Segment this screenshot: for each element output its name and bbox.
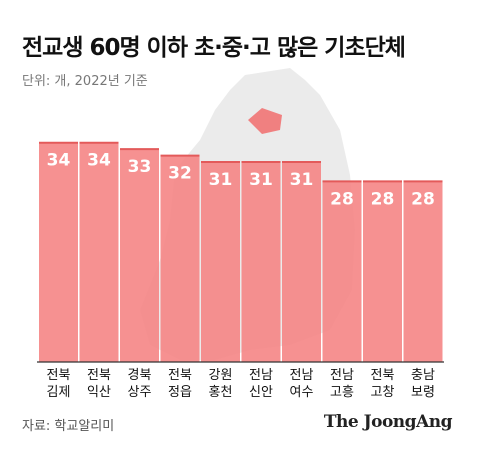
x-tick-label: 전남 신안 [249,368,273,400]
value-label: 31 [249,170,273,190]
source: 자료: 학교알리미 [22,419,115,434]
bar [403,181,443,362]
bar [39,142,78,362]
map-highlight [248,108,282,134]
value-label: 31 [290,170,314,190]
x-tick-label: 전북 익산 [87,368,111,400]
bar [282,162,321,362]
value-label: 28 [330,189,354,209]
brand: The JoongAng [323,412,453,432]
chart-title: 전교생 60명 이하 초·중·고 많은 기초단체 [22,35,406,61]
bar [120,149,159,362]
bar [322,181,362,362]
x-tick-label: 전북 김제 [46,368,71,400]
chart-subtitle: 단위: 개, 2022년 기준 [22,74,148,89]
x-tick-label: 충남 보령 [411,368,435,400]
value-label: 28 [371,189,395,209]
value-label: 33 [128,157,152,177]
x-tick-label: 강원 홍천 [208,368,233,400]
bar [201,162,240,362]
x-tick-label: 전북 정읍 [168,368,192,400]
value-label: 32 [168,164,192,184]
value-label: 34 [87,151,111,171]
x-tick-label: 전남 고흥 [330,368,354,400]
x-tick-label: 전남 여수 [289,368,314,400]
bar [160,155,200,362]
x-tick-label: 전북 고창 [370,368,395,400]
value-label: 34 [47,151,71,171]
value-label: 31 [209,170,233,190]
bar [241,162,281,362]
value-label: 28 [411,189,435,209]
bar [79,142,119,362]
bar [363,181,402,362]
x-tick-label: 경북 상주 [127,368,152,400]
